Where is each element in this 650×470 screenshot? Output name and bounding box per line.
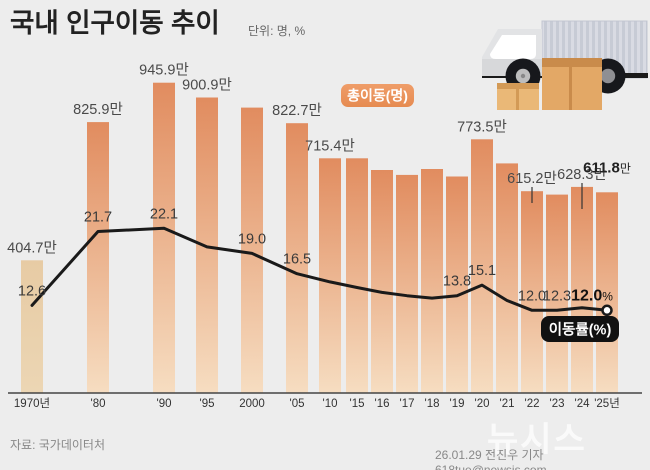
svg-text:404.7만: 404.7만 bbox=[7, 239, 57, 256]
svg-text:15.1: 15.1 bbox=[468, 263, 496, 279]
svg-text:'10: '10 bbox=[323, 398, 338, 410]
svg-text:'95: '95 bbox=[200, 398, 215, 410]
svg-text:16.5: 16.5 bbox=[283, 252, 311, 268]
svg-text:'17: '17 bbox=[400, 398, 415, 410]
svg-text:'18: '18 bbox=[425, 398, 440, 410]
svg-text:'25년: '25년 bbox=[594, 397, 620, 410]
svg-text:'19: '19 bbox=[450, 398, 465, 410]
svg-text:'20: '20 bbox=[475, 398, 490, 410]
svg-text:'90: '90 bbox=[157, 398, 172, 410]
svg-text:900.9만: 900.9만 bbox=[182, 77, 232, 94]
svg-text:21.7: 21.7 bbox=[84, 210, 112, 226]
svg-text:22.1: 22.1 bbox=[150, 206, 178, 222]
svg-text:945.9만: 945.9만 bbox=[139, 62, 189, 79]
svg-text:'23: '23 bbox=[550, 398, 565, 410]
svg-text:12.3: 12.3 bbox=[543, 288, 571, 304]
svg-text:'24: '24 bbox=[575, 398, 591, 410]
svg-text:2000: 2000 bbox=[239, 398, 265, 410]
svg-text:822.7만: 822.7만 bbox=[272, 102, 322, 119]
svg-text:13.8: 13.8 bbox=[443, 274, 471, 290]
svg-text:'21: '21 bbox=[500, 398, 515, 410]
svg-text:1970년: 1970년 bbox=[14, 397, 50, 410]
svg-text:12.0: 12.0 bbox=[518, 288, 546, 304]
svg-text:'05: '05 bbox=[290, 398, 305, 410]
svg-text:825.9만: 825.9만 bbox=[73, 101, 123, 118]
svg-text:773.5만: 773.5만 bbox=[457, 118, 507, 135]
svg-text:'16: '16 bbox=[375, 398, 390, 410]
svg-text:이동률(%): 이동률(%) bbox=[549, 322, 612, 339]
svg-text:615.2만: 615.2만 bbox=[507, 170, 557, 187]
svg-text:611.8만: 611.8만 bbox=[583, 159, 631, 176]
svg-text:총이동(명): 총이동(명) bbox=[347, 88, 408, 104]
svg-text:19.0: 19.0 bbox=[238, 231, 266, 247]
svg-text:'22: '22 bbox=[525, 398, 540, 410]
svg-text:'15: '15 bbox=[350, 398, 365, 410]
svg-text:12.6: 12.6 bbox=[18, 283, 46, 299]
svg-text:715.4만: 715.4만 bbox=[305, 137, 355, 154]
svg-text:12.0%: 12.0% bbox=[571, 287, 613, 304]
svg-text:'80: '80 bbox=[91, 398, 106, 410]
